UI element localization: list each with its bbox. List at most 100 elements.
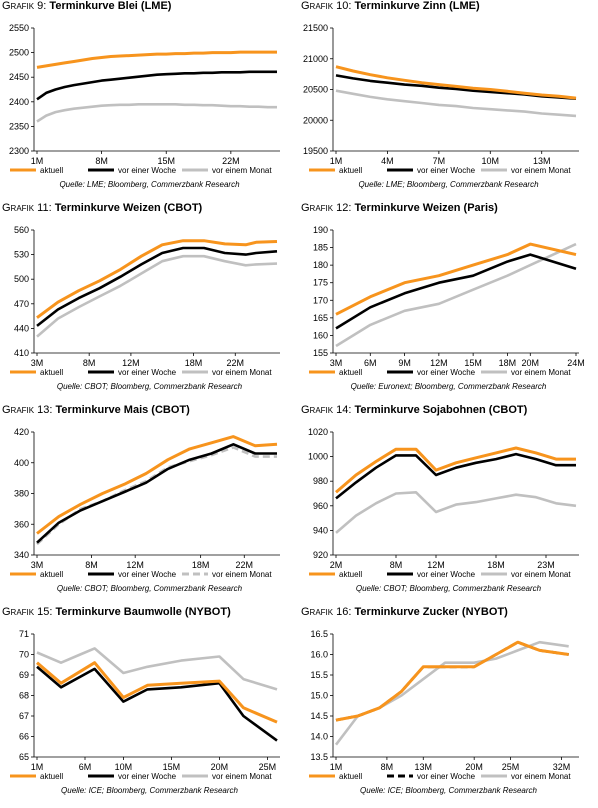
y-tick-label: 16.5 (310, 629, 328, 639)
legend-label-current: aktuell (339, 772, 362, 781)
legend-label-current: aktuell (339, 570, 362, 579)
x-tick-label: 13M (415, 762, 433, 772)
series-line-month (334, 640, 569, 746)
x-tick-label: 22M (236, 560, 254, 570)
series-line-current (335, 65, 577, 100)
y-tick-label: 16.0 (310, 650, 328, 660)
y-tick-label: 19500 (303, 146, 328, 156)
series-line-week (335, 253, 577, 330)
x-tick-label: 1M (330, 156, 343, 166)
legend-label-week: vor einer Woche (417, 772, 476, 781)
chart-svg: 920 940 960 980 1000 1020 2M 8M 12M 18M 23M aktuell… (308, 427, 579, 579)
y-tick-label: 20000 (303, 115, 328, 125)
series-line-current (335, 640, 569, 722)
y-tick-label: 560 (14, 225, 29, 235)
chart-source: Quelle: ICE; Bloomberg, Commerzbank Rese… (61, 786, 238, 795)
x-tick-label: 2M (330, 560, 343, 570)
y-tick-label: 170 (313, 295, 328, 305)
series-line-month (335, 491, 577, 534)
y-tick-label: 2300 (9, 146, 29, 156)
y-tick-label: 440 (14, 323, 29, 333)
x-tick-label: 1M (31, 762, 44, 772)
x-tick-label: 15M (157, 156, 175, 166)
y-tick-label: 14.0 (310, 732, 328, 742)
series-line-current (36, 661, 278, 724)
series-line-month (335, 89, 577, 118)
x-tick-label: 8M (95, 156, 108, 166)
x-tick-label: 18M (499, 358, 517, 368)
legend-label-current: aktuell (339, 368, 362, 377)
x-tick-label: 10M (115, 762, 133, 772)
legend-label-current: aktuell (40, 166, 63, 175)
y-tick-label: 1000 (308, 452, 328, 462)
x-tick-label: 8M (390, 560, 403, 570)
x-tick-label: 15M (464, 358, 482, 368)
y-tick-label: 155 (313, 348, 328, 358)
y-tick-label: 165 (313, 313, 328, 323)
y-tick-label: 1020 (308, 427, 328, 437)
chart-title: Grafik 11: Terminkurve Weizen (CBOT) (2, 202, 202, 214)
x-tick-label: 18M (185, 358, 203, 368)
figure-title: Terminkurve Zucker (NYBOT) (354, 606, 508, 618)
chart-svg: 65 66 67 68 69 70 71 1M 6M 10M 15M 20M 25M aktuell vor… (10, 629, 280, 781)
chart-svg: 410 440 470 500 530 560 3M 8M 12M 18M 22M aktuell vo… (10, 225, 280, 377)
x-tick-label: 12M (126, 560, 144, 570)
x-tick-label: 4M (381, 156, 394, 166)
chart-title: Grafik 14: Terminkurve Sojabohnen (CBOT) (301, 404, 527, 416)
chart-panel-4: Grafik 12: Terminkurve Weizen (Paris) 155… (299, 202, 598, 404)
y-tick-label: 2450 (9, 72, 29, 82)
chart-title: Grafik 13: Terminkurve Mais (CBOT) (2, 404, 190, 416)
chart-panel-3: Grafik 11: Terminkurve Weizen (CBOT) 410 4… (0, 202, 299, 404)
figure-title: Terminkurve Blei (LME) (49, 0, 172, 12)
y-tick-label: 15.5 (310, 670, 328, 680)
figure-label: Grafik 14: (301, 404, 352, 416)
x-tick-label: 25M (502, 762, 520, 772)
legend-label-month: vor einem Monat (212, 570, 272, 579)
figure-title: Terminkurve Weizen (CBOT) (54, 202, 203, 214)
chart-title: Grafik 12: Terminkurve Weizen (Paris) (301, 202, 498, 214)
y-tick-label: 69 (19, 670, 29, 680)
y-tick-label: 190 (313, 225, 328, 235)
figure-label: Grafik 16: (301, 606, 352, 618)
chart-svg: 2300 2350 2400 2450 2500 2550 1M 8M 15M 22M aktuel… (9, 23, 280, 175)
x-tick-label: 12M (427, 560, 445, 570)
y-tick-label: 185 (313, 243, 328, 253)
chart-source: Quelle: CBOT; Bloomberg, Commerzbank Res… (56, 382, 243, 391)
x-tick-label: 1M (330, 762, 343, 772)
x-tick-label: 13M (533, 156, 551, 166)
y-tick-label: 420 (14, 427, 29, 437)
y-tick-label: 160 (313, 330, 328, 340)
legend-label-week: vor einer Woche (118, 368, 177, 377)
chart-panel-2: Grafik 10: Terminkurve Zinn (LME) 19500 20… (299, 0, 598, 202)
x-tick-label: 3M (330, 358, 343, 368)
y-tick-label: 470 (14, 299, 29, 309)
series-line-current (335, 242, 577, 316)
figure-title: Terminkurve Weizen (Paris) (354, 202, 498, 214)
y-tick-label: 2400 (9, 97, 29, 107)
chart-svg: 13.5 14.0 14.5 15.0 15.5 16.0 16.5 1M 8M 13M 20M 25… (309, 629, 579, 781)
y-tick-label: 180 (313, 260, 328, 270)
chart-panel-1: Grafik 9: Terminkurve Blei (LME) 2300 2350… (0, 0, 299, 202)
y-tick-label: 21500 (303, 23, 328, 33)
x-tick-label: 6M (364, 358, 377, 368)
y-tick-label: 20500 (303, 85, 328, 95)
y-tick-label: 380 (14, 489, 29, 499)
x-tick-label: 10M (482, 156, 500, 166)
figure-label: Grafik 13: (2, 404, 53, 416)
y-tick-label: 410 (14, 348, 29, 358)
legend-label-month: vor einem Monat (511, 166, 571, 175)
figure-label: Grafik 9: (2, 0, 47, 12)
y-tick-label: 65 (19, 752, 29, 762)
x-tick-label: 8M (83, 358, 96, 368)
y-tick-label: 360 (14, 519, 29, 529)
y-tick-label: 175 (313, 278, 328, 288)
y-tick-label: 21000 (303, 54, 328, 64)
chart-source: Quelle: LME; Bloomberg, Commerzbank Rese… (358, 180, 539, 189)
legend-label-current: aktuell (40, 368, 63, 377)
x-tick-label: 32M (553, 762, 571, 772)
y-tick-label: 2550 (9, 23, 29, 33)
y-tick-label: 960 (313, 501, 328, 511)
chart-source: Quelle: CBOT; Bloomberg, Commerzbank Res… (355, 584, 542, 593)
figure-title: Terminkurve Zinn (LME) (354, 0, 480, 12)
legend-label-current: aktuell (40, 570, 63, 579)
